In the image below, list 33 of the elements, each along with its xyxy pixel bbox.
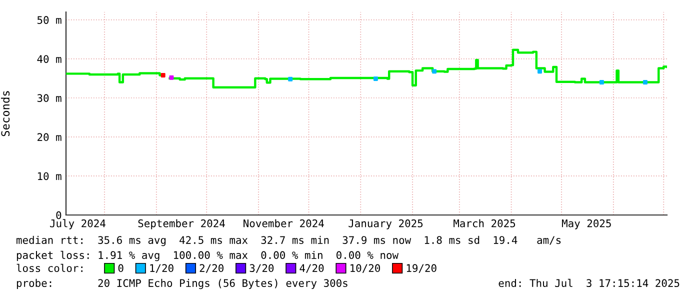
- point: [538, 69, 542, 74]
- y-tick-label: 40 m: [37, 55, 62, 63]
- legend-label: 0: [118, 264, 124, 272]
- point: [599, 80, 604, 85]
- legend-label: 10/20: [350, 264, 380, 273]
- point: [288, 76, 293, 82]
- x-tick-label: July 2024: [50, 219, 106, 230]
- text: end: Thu Jul 3 17:15:14 2025: [498, 278, 680, 288]
- legend-label: 19/20: [406, 264, 436, 273]
- y-tick-label: 30 m: [37, 94, 62, 102]
- point: [432, 69, 437, 74]
- point: [160, 72, 166, 78]
- text: probe: 20 ICMP Echo Pings (56 Bytes) every 300s: [16, 278, 348, 290]
- point: [169, 75, 174, 80]
- legend-label: 3/20: [250, 264, 274, 273]
- y-tick-label: 0: [56, 211, 62, 220]
- x-tick-label: January 2025: [348, 219, 423, 230]
- x-tick-label: May 2025: [562, 219, 611, 230]
- legend-label: 1/20: [150, 264, 174, 273]
- y-tick-label: 50 m: [37, 16, 62, 24]
- point: [373, 76, 378, 82]
- text: median rtt: 35.6 ms avg 42.5 ms max 32.7 ms min 37.9 ms now 1.8 ms sd 19.4 am/s: [16, 236, 561, 246]
- y-tick-label: 10 m: [38, 172, 62, 180]
- x-tick-label: November 2024: [244, 219, 324, 228]
- legend-title: loss color:: [16, 264, 82, 272]
- legend-label: 4/20: [300, 264, 324, 273]
- text: packet loss: 1.91 % avg 100.00 % max 0.00 % min 0.00 % now: [16, 250, 399, 262]
- x-tick-label: September 2024: [138, 219, 225, 230]
- y-axis-title: Seconds: [0, 91, 10, 136]
- y-tick-label: 20 m: [38, 133, 62, 142]
- point: [642, 80, 648, 85]
- legend-label: 2/20: [200, 264, 224, 273]
- x-tick-label: March 2025: [454, 219, 516, 228]
